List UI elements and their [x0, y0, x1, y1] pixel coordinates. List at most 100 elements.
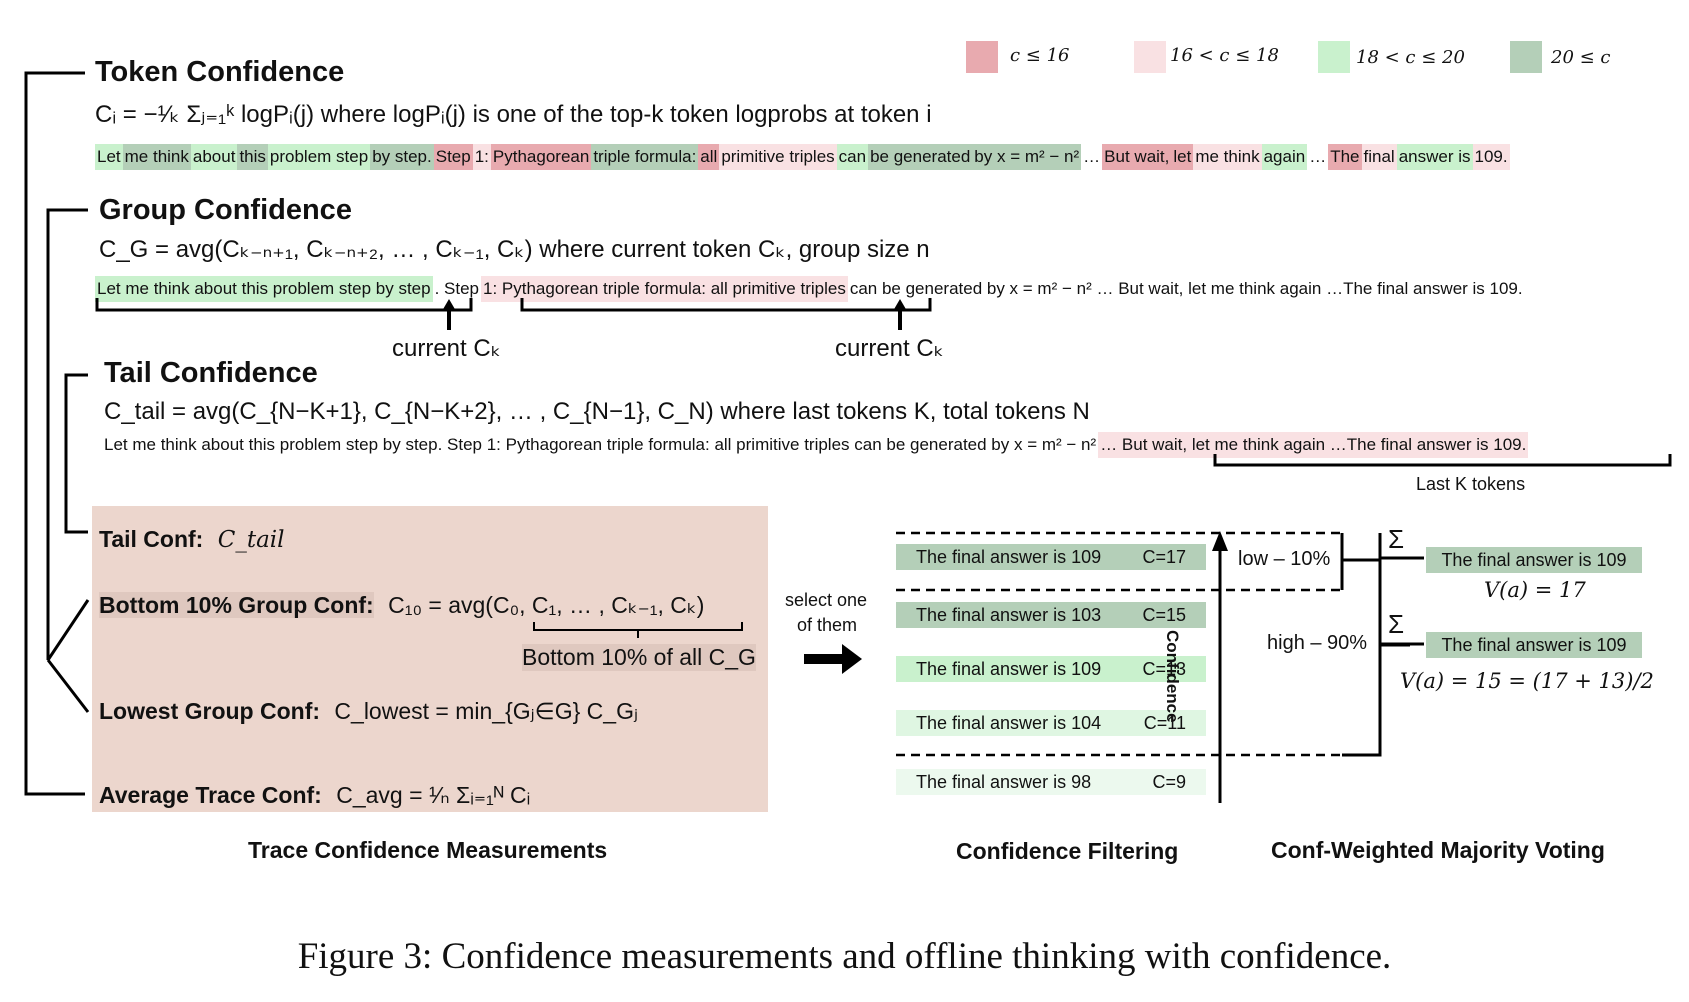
vote-answer-top: The final answer is 109: [1426, 547, 1642, 573]
group-confidence-title: Group Confidence: [99, 194, 352, 226]
token-chip: triple formula:: [591, 144, 699, 170]
legend-swatch-mid-low: [1134, 41, 1166, 73]
tail-confidence-example: Let me think about this problem step by …: [102, 432, 1529, 458]
answer-text: The final answer is 104: [916, 713, 1102, 733]
last-k-label: Last K tokens: [1416, 474, 1526, 494]
answer-row: The final answer is 98 C=9: [896, 769, 1206, 795]
answer-text: The final answer is 109: [916, 547, 1102, 567]
legend-label-high: 20 ≤ c: [1551, 47, 1611, 68]
left-bracket-lines: [24, 71, 90, 796]
answer-confidence: C=15: [1142, 605, 1186, 625]
tail-conf-row: Tail Conf: C_tail: [99, 526, 285, 553]
token-chip: answer is: [1396, 144, 1473, 170]
high-label: high – 90%: [1267, 632, 1368, 654]
legend-swatch-mid-high: [1318, 41, 1350, 73]
token-chip: can: [836, 144, 869, 170]
avg-conf-label: Average Trace Conf:: [99, 782, 322, 808]
answer-confidence: C=13: [1142, 659, 1186, 679]
sum-icon-top: Σ: [1388, 524, 1405, 554]
group-window-2: 1: Pythagorean triple formula: all primi…: [481, 276, 848, 302]
vote-value-top: V(a) = 17: [1484, 578, 1586, 602]
token-chip: 1:: [472, 144, 491, 170]
legend-label-mid-high: 18 < c ≤ 20: [1356, 47, 1465, 68]
lowest-conf-row: Lowest Group Conf: C_lowest = min_{Gⱼ∈G}…: [99, 698, 638, 725]
token-chip: But wait,: [1102, 144, 1172, 170]
answer-text: The final answer is 109: [916, 659, 1102, 679]
token-chip: be generated: [868, 144, 973, 170]
confidence-axis-label: Confidence: [1163, 630, 1182, 723]
token-confidence-example: Let me think about this problem step by step.…: [95, 144, 1510, 170]
current-token-label-1: current Cₖ: [392, 335, 501, 362]
select-text-1: select one: [785, 590, 868, 610]
group-confidence-formula: C_G = avg(Cₖ₋ₙ₊₁, Cₖ₋ₙ₊₂, … , Cₖ₋₁, Cₖ) …: [99, 236, 930, 263]
token-chip: about: [190, 144, 238, 170]
answer-row: The final answer is 109 C=13: [896, 656, 1206, 682]
lowest-conf-formula: C_lowest = min_{Gⱼ∈G} C_Gⱼ: [334, 698, 638, 724]
tail-conf-label: Tail Conf:: [99, 526, 204, 552]
filter-lines: [896, 531, 1410, 803]
token-chip: me think: [122, 144, 191, 170]
vote-value-bottom: V(a) = 15 = (17 + 13)/2: [1400, 669, 1654, 693]
bottom-conf-note: Bottom 10% of all C_G: [522, 644, 756, 671]
tail-conf-formula: C_tail: [217, 527, 285, 553]
token-chip: problem step: [267, 144, 371, 170]
sum-icon-bottom: Σ: [1388, 609, 1405, 639]
group-text-rest: can be generated by x = m² − n² … But wa…: [849, 279, 1523, 298]
figure-caption: Figure 3: Confidence measurements and of…: [297, 936, 1392, 977]
select-text-2: of them: [797, 615, 858, 635]
token-confidence-formula: Cᵢ = −¹⁄ₖ Σⱼ₌₁ᵏ logPᵢ(j) where logPᵢ(j) …: [95, 101, 932, 128]
bottom-conf-label: Bottom 10% Group Conf:: [99, 592, 374, 618]
group-confidence-example: Let me think about this problem step by …: [95, 276, 1525, 302]
answer-confidence: C=11: [1143, 713, 1186, 733]
tail-confidence-formula: C_tail = avg(C_{N−K+1}, C_{N−K+2}, … , C…: [104, 398, 1090, 425]
token-chip: this: [237, 144, 268, 170]
token-chip: all: [698, 144, 720, 170]
token-chip: by step.: [370, 144, 434, 170]
token-chip: by x = m² − n²: [972, 144, 1082, 170]
group-window-1: Let me think about this problem step by …: [95, 276, 433, 302]
group-braces: [95, 298, 932, 330]
bottom-conf-formula: C₁₀ = avg(C₀, C₁, … , Cₖ₋₁, Cₖ): [388, 592, 705, 618]
section-trace-label: Trace Confidence Measurements: [248, 837, 608, 863]
legend-label-mid-low: 16 < c ≤ 18: [1170, 45, 1279, 66]
token-chip: final: [1361, 144, 1397, 170]
low-label: low – 10%: [1238, 548, 1331, 570]
right-arrow-icon: [804, 644, 862, 674]
voting-lines: [1380, 556, 1424, 646]
avg-conf-row: Average Trace Conf: C_avg = ¹⁄ₙ Σᵢ₌₁ᴺ Cᵢ: [99, 782, 530, 809]
bottom-conf-row: Bottom 10% Group Conf: C₁₀ = avg(C₀, C₁,…: [99, 592, 704, 619]
token-chip: 109.: [1472, 144, 1510, 170]
token-chip: …: [1309, 147, 1327, 166]
token-chip: me think: [1193, 144, 1262, 170]
token-chip: let: [1171, 144, 1194, 170]
token-confidence-title: Token Confidence: [95, 56, 345, 88]
avg-conf-formula: C_avg = ¹⁄ₙ Σᵢ₌₁ᴺ Cᵢ: [336, 782, 531, 808]
token-chip: Let: [95, 144, 123, 170]
token-chip: The: [1328, 144, 1362, 170]
tail-brace: [1213, 454, 1672, 467]
trace-confidence-panel: Tail Conf: C_tail Bottom 10% Group Conf:…: [92, 506, 768, 812]
answer-text: The final answer is 98: [916, 772, 1092, 792]
legend-swatch-high: [1510, 41, 1542, 73]
token-chip: primitive triples: [719, 144, 837, 170]
answer-row: The final answer is 104 C=11: [896, 710, 1206, 736]
lowest-conf-label: Lowest Group Conf:: [99, 698, 321, 724]
bottom-conf-brace: [533, 622, 743, 638]
section-filtering-label: Confidence Filtering: [956, 838, 1179, 864]
section-voting-label: Conf-Weighted Majority Voting: [1271, 837, 1605, 863]
tail-window: … But wait, let me think again …The fina…: [1098, 432, 1529, 458]
legend-swatch-low: [966, 41, 998, 73]
token-chip: again: [1261, 144, 1308, 170]
tail-plain-text: Let me think about this problem step by …: [104, 435, 1097, 454]
current-token-label-2: current Cₖ: [835, 335, 944, 362]
answer-row: The final answer is 109 C=17: [896, 544, 1206, 570]
answer-confidence: C=9: [1152, 772, 1186, 792]
answer-text: The final answer is 103: [916, 605, 1102, 625]
token-chip: Step: [433, 144, 473, 170]
tail-confidence-title: Tail Confidence: [104, 357, 318, 389]
token-chip: …: [1083, 147, 1101, 166]
answer-confidence: C=17: [1142, 547, 1186, 567]
token-chip: Pythagorean: [490, 144, 592, 170]
vote-answer-bottom: The final answer is 109: [1426, 632, 1642, 658]
answer-row: The final answer is 103 C=15: [896, 602, 1206, 628]
